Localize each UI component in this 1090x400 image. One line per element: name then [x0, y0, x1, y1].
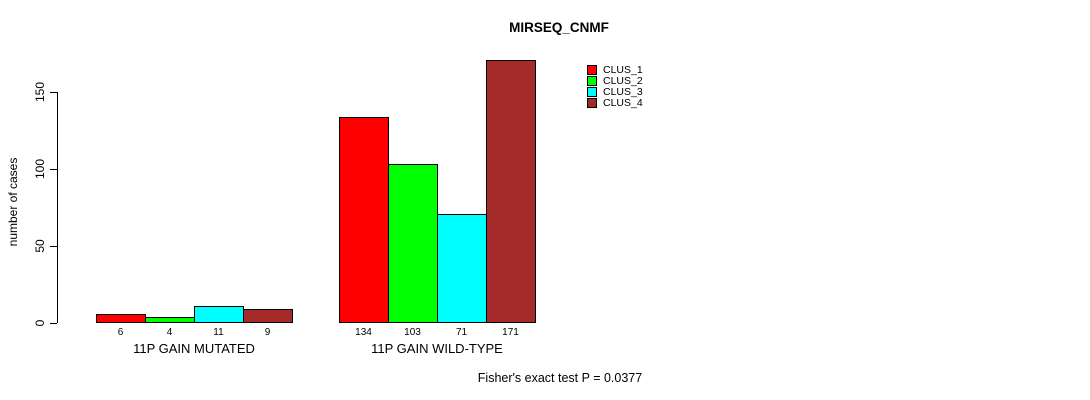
y-axis-line [57, 92, 58, 323]
legend-swatch-clus_4 [587, 97, 597, 108]
bar-value-label: 103 [404, 327, 421, 338]
bar-value-label: 9 [264, 327, 271, 338]
legend-item: CLUS_4 [587, 96, 643, 109]
y-axis-label: number of cases [6, 157, 20, 247]
legend-item: CLUS_3 [587, 85, 643, 98]
y-axis-tick [50, 168, 57, 170]
bar [486, 60, 536, 323]
legend-label: CLUS_1 [603, 63, 643, 76]
y-axis-tick [50, 322, 57, 324]
bar [96, 314, 146, 323]
legend-swatch-clus_2 [587, 75, 597, 86]
y-tick-label: 150 [33, 81, 47, 103]
y-axis-tick [50, 245, 57, 247]
bar [243, 309, 293, 323]
bar-value-label: 6 [117, 327, 124, 338]
annotation-text: Fisher's exact test P = 0.0377 [477, 371, 643, 385]
legend-label: CLUS_2 [603, 74, 643, 87]
y-tick-label: 50 [33, 239, 47, 253]
legend-swatch-clus_3 [587, 86, 597, 97]
y-tick-label: 100 [33, 158, 47, 180]
bar-value-label: 71 [455, 327, 468, 338]
y-axis-tick [50, 91, 57, 93]
legend-item: CLUS_1 [587, 63, 643, 76]
bar [194, 306, 244, 323]
legend-label: CLUS_4 [603, 96, 643, 109]
group-label: 11P GAIN MUTATED [133, 341, 255, 356]
bar [145, 317, 195, 323]
bar [339, 117, 389, 323]
bar-value-label: 134 [355, 327, 372, 338]
bar-value-label: 11 [213, 327, 224, 338]
bar-value-label: 171 [502, 327, 519, 338]
legend-label: CLUS_3 [603, 85, 643, 98]
chart-title: MIRSEQ_CNMF [509, 20, 609, 35]
bar-value-label: 4 [166, 327, 173, 338]
bar [388, 164, 438, 323]
group-label: 11P GAIN WILD-TYPE [371, 341, 503, 356]
y-tick-label: 0 [33, 319, 47, 327]
legend-swatch-clus_1 [587, 64, 597, 75]
bar [437, 214, 487, 323]
legend-item: CLUS_2 [587, 74, 643, 87]
